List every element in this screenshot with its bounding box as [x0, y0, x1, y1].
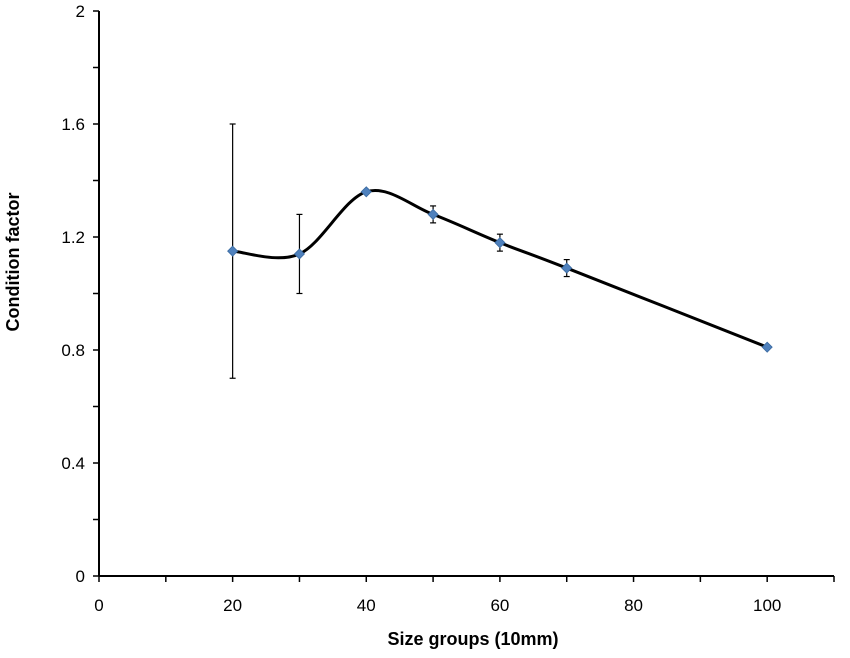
x-tick-label: 40: [357, 596, 376, 615]
markers: [227, 186, 773, 353]
y-tick-label: 0.4: [61, 454, 85, 473]
data-point-marker: [561, 262, 573, 274]
x-tick-label: 20: [223, 596, 242, 615]
y-tick-label: 1.2: [61, 228, 85, 247]
data-point-marker: [293, 248, 306, 260]
data-point-marker: [761, 341, 773, 353]
x-tick-label: 60: [490, 596, 509, 615]
data-point-marker: [494, 237, 506, 249]
y-tick-label: 2: [76, 2, 85, 21]
x-tick-label: 80: [624, 596, 643, 615]
y-tick-label: 0: [76, 567, 85, 586]
y-tick-label: 0.8: [61, 341, 85, 360]
x-tick-label: 100: [753, 596, 781, 615]
data-point-marker: [360, 186, 372, 198]
data-point-marker: [427, 208, 439, 220]
x-tick-label: 0: [94, 596, 103, 615]
y-tick-label: 1.6: [61, 115, 85, 134]
axes: 0 20 40 60 80 100 0 0.4 0.8 1.2 1.6 2: [61, 2, 835, 615]
data-point-marker: [227, 245, 239, 257]
series-line: [232, 189, 768, 349]
y-axis-title: Condition factor: [3, 193, 23, 332]
x-axis-title: Size groups (10mm): [387, 629, 558, 649]
